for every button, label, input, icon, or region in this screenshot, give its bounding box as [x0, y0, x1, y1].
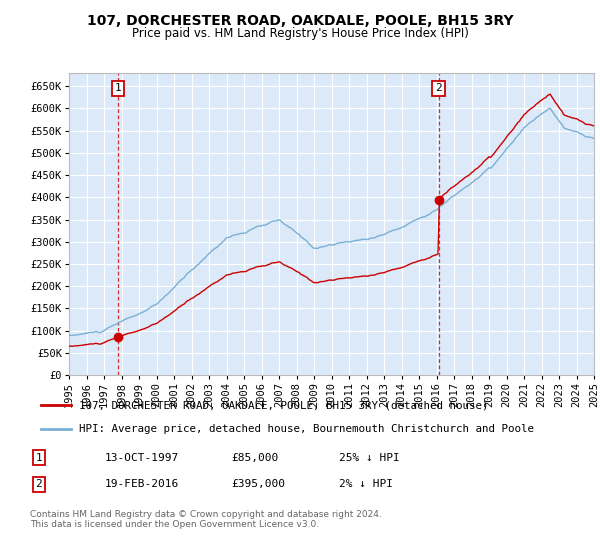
Text: 2: 2 [435, 83, 442, 94]
Text: £395,000: £395,000 [231, 479, 285, 489]
Text: 13-OCT-1997: 13-OCT-1997 [105, 452, 179, 463]
Text: 2: 2 [35, 479, 43, 489]
Text: Price paid vs. HM Land Registry's House Price Index (HPI): Price paid vs. HM Land Registry's House … [131, 27, 469, 40]
Text: 107, DORCHESTER ROAD, OAKDALE, POOLE, BH15 3RY: 107, DORCHESTER ROAD, OAKDALE, POOLE, BH… [86, 14, 514, 28]
Text: Contains HM Land Registry data © Crown copyright and database right 2024.
This d: Contains HM Land Registry data © Crown c… [30, 510, 382, 529]
Text: 2% ↓ HPI: 2% ↓ HPI [339, 479, 393, 489]
Text: 25% ↓ HPI: 25% ↓ HPI [339, 452, 400, 463]
Text: HPI: Average price, detached house, Bournemouth Christchurch and Poole: HPI: Average price, detached house, Bour… [79, 424, 535, 433]
Text: 19-FEB-2016: 19-FEB-2016 [105, 479, 179, 489]
Text: 1: 1 [115, 83, 121, 94]
Text: £85,000: £85,000 [231, 452, 278, 463]
Text: 1: 1 [35, 452, 43, 463]
Text: 107, DORCHESTER ROAD, OAKDALE, POOLE, BH15 3RY (detached house): 107, DORCHESTER ROAD, OAKDALE, POOLE, BH… [79, 400, 489, 410]
